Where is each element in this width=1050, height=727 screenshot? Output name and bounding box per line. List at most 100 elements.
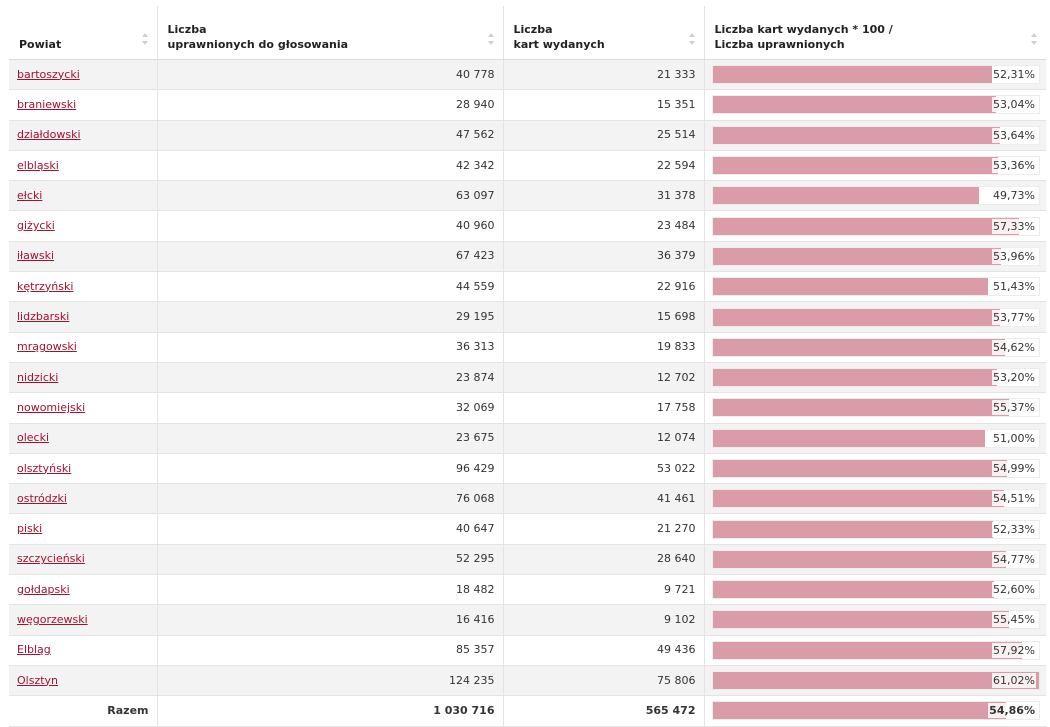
table-row: nidzicki 23 874 12 702 53,20% bbox=[9, 362, 1046, 394]
turnout-bar-cell: 52,60% bbox=[704, 574, 1046, 606]
turnout-bar: 54,77% bbox=[711, 549, 1040, 569]
table-row: piski 40 647 21 270 52,33% bbox=[9, 513, 1046, 545]
turnout-bar-fill bbox=[712, 217, 1020, 235]
powiat-link[interactable]: kętrzyński bbox=[17, 279, 74, 293]
column-header-powiat[interactable]: Powiat bbox=[9, 6, 158, 60]
column-header-frekwencja[interactable]: Liczba kart wydanych * 100 / Liczba upra… bbox=[704, 6, 1046, 60]
turnout-percent: 53,77% bbox=[992, 309, 1036, 325]
sort-arrows-icon[interactable] bbox=[1031, 33, 1038, 45]
uprawnionych-cell: 23 675 bbox=[157, 423, 504, 454]
header-uprawnionych-line1: Liczba bbox=[167, 23, 207, 36]
wydanych-cell: 15 698 bbox=[503, 301, 705, 333]
uprawnionych-cell: 28 940 bbox=[157, 89, 504, 121]
wydanych-cell: 23 484 bbox=[503, 210, 705, 242]
powiat-link[interactable]: elbląski bbox=[17, 158, 59, 172]
turnout-percent: 51,00% bbox=[992, 430, 1036, 446]
turnout-bar: 54,99% bbox=[711, 459, 1040, 478]
wydanych-cell: 25 514 bbox=[503, 120, 705, 151]
turnout-bar-cell: 53,96% bbox=[704, 241, 1046, 273]
column-header-uprawnionych[interactable]: Liczba uprawnionych do głosowania bbox=[157, 6, 504, 60]
sort-arrows-icon[interactable] bbox=[688, 33, 696, 45]
powiat-link[interactable]: nidzicki bbox=[17, 370, 59, 384]
table-row: giżycki 40 960 23 484 57,33% bbox=[9, 210, 1046, 242]
turnout-bar: 53,96% bbox=[711, 246, 1040, 266]
wydanych-cell: 28 640 bbox=[503, 544, 705, 576]
powiat-cell: gołdapski bbox=[9, 574, 158, 606]
uprawnionych-cell: 52 295 bbox=[157, 544, 504, 576]
turnout-bar-cell: 54,86% bbox=[704, 695, 1046, 727]
sort-arrows-icon[interactable] bbox=[487, 33, 495, 45]
powiat-link[interactable]: szczycieński bbox=[17, 552, 85, 566]
table-row: ełcki 63 097 31 378 49,73% bbox=[9, 180, 1046, 212]
wydanych-cell: 22 594 bbox=[503, 150, 705, 182]
powiat-link[interactable]: mrągowski bbox=[17, 340, 77, 354]
turnout-bar: 55,37% bbox=[711, 398, 1040, 418]
powiat-link[interactable]: węgorzewski bbox=[17, 612, 88, 626]
wydanych-cell: 41 461 bbox=[503, 483, 705, 515]
powiat-link[interactable]: piski bbox=[17, 522, 43, 536]
turnout-percent: 52,60% bbox=[992, 582, 1036, 598]
powiat-link[interactable]: gołdapski bbox=[17, 582, 70, 596]
header-frekwencja-line2: Liczba uprawnionych bbox=[714, 38, 845, 51]
turnout-bar-cell: 51,00% bbox=[704, 423, 1046, 454]
turnout-bar: 53,64% bbox=[711, 125, 1040, 145]
turnout-table-container: Powiat Liczba uprawnionych do głosowania… bbox=[9, 6, 1046, 727]
turnout-bar: 57,92% bbox=[711, 640, 1040, 660]
powiat-link[interactable]: lidzbarski bbox=[17, 310, 70, 324]
wydanych-cell: 75 806 bbox=[503, 665, 705, 697]
turnout-percent: 53,96% bbox=[992, 248, 1036, 264]
uprawnionych-cell: 85 357 bbox=[157, 635, 504, 666]
table-row: gołdapski 18 482 9 721 52,60% bbox=[9, 574, 1046, 606]
header-wydanych-line1: Liczba bbox=[513, 23, 553, 36]
turnout-percent: 52,31% bbox=[992, 67, 1036, 83]
wydanych-cell: 21 270 bbox=[503, 513, 705, 545]
table-row: kętrzyński 44 559 22 916 51,43% bbox=[9, 271, 1046, 303]
powiat-cell: olecki bbox=[9, 423, 158, 454]
turnout-bar-cell: 53,20% bbox=[704, 362, 1046, 394]
header-row: Powiat Liczba uprawnionych do głosowania… bbox=[9, 6, 1046, 60]
powiat-link[interactable]: Olsztyn bbox=[17, 673, 59, 687]
table-row: olsztyński 96 429 53 022 54,99% bbox=[9, 453, 1046, 485]
wydanych-cell: 12 074 bbox=[503, 423, 705, 454]
turnout-bar-fill bbox=[712, 520, 993, 538]
powiat-link[interactable]: ostródzki bbox=[17, 491, 67, 505]
turnout-bar: 52,60% bbox=[711, 580, 1040, 600]
powiat-link[interactable]: ełcki bbox=[17, 188, 43, 202]
uprawnionych-cell: 44 559 bbox=[157, 271, 504, 303]
wydanych-cell: 17 758 bbox=[503, 392, 705, 424]
powiat-link[interactable]: działdowski bbox=[17, 128, 81, 142]
powiat-link[interactable]: giżycki bbox=[17, 219, 55, 233]
wydanych-cell: 53 022 bbox=[503, 453, 705, 485]
turnout-bar-cell: 53,04% bbox=[704, 89, 1046, 121]
powiat-cell: działdowski bbox=[9, 120, 158, 151]
turnout-bar-fill bbox=[712, 126, 1000, 144]
powiat-cell: nowomiejski bbox=[9, 392, 158, 424]
turnout-bar: 52,33% bbox=[711, 519, 1040, 539]
turnout-bar-cell: 54,77% bbox=[704, 544, 1046, 576]
powiat-cell: iławski bbox=[9, 241, 158, 273]
turnout-percent: 54,62% bbox=[992, 339, 1036, 355]
turnout-bar-fill bbox=[712, 399, 1009, 417]
powiat-cell: nidzicki bbox=[9, 362, 158, 394]
wydanych-cell: 49 436 bbox=[503, 635, 705, 666]
uprawnionych-cell: 42 342 bbox=[157, 150, 504, 182]
powiat-link[interactable]: Elbląg bbox=[17, 643, 51, 657]
table-row: Elbląg 85 357 49 436 57,92% bbox=[9, 635, 1046, 666]
powiat-link[interactable]: olecki bbox=[17, 431, 50, 445]
turnout-percent: 54,86% bbox=[988, 703, 1036, 719]
powiat-link[interactable]: iławski bbox=[17, 249, 55, 263]
column-header-wydanych[interactable]: Liczba kart wydanych bbox=[503, 6, 705, 60]
sort-arrows-icon[interactable] bbox=[141, 33, 149, 45]
uprawnionych-cell: 47 562 bbox=[157, 120, 504, 151]
powiat-link[interactable]: bartoszycki bbox=[17, 67, 80, 81]
turnout-bar: 54,86% bbox=[711, 701, 1040, 721]
powiat-link[interactable]: nowomiejski bbox=[17, 400, 86, 414]
turnout-percent: 53,04% bbox=[992, 97, 1036, 113]
turnout-percent: 53,64% bbox=[992, 127, 1036, 143]
wydanych-cell: 22 916 bbox=[503, 271, 705, 303]
powiat-cell: bartoszycki bbox=[9, 59, 158, 91]
turnout-bar: 57,33% bbox=[711, 216, 1040, 236]
turnout-table: Powiat Liczba uprawnionych do głosowania… bbox=[9, 6, 1046, 727]
powiat-link[interactable]: braniewski bbox=[17, 97, 77, 111]
powiat-link[interactable]: olsztyński bbox=[17, 461, 72, 475]
